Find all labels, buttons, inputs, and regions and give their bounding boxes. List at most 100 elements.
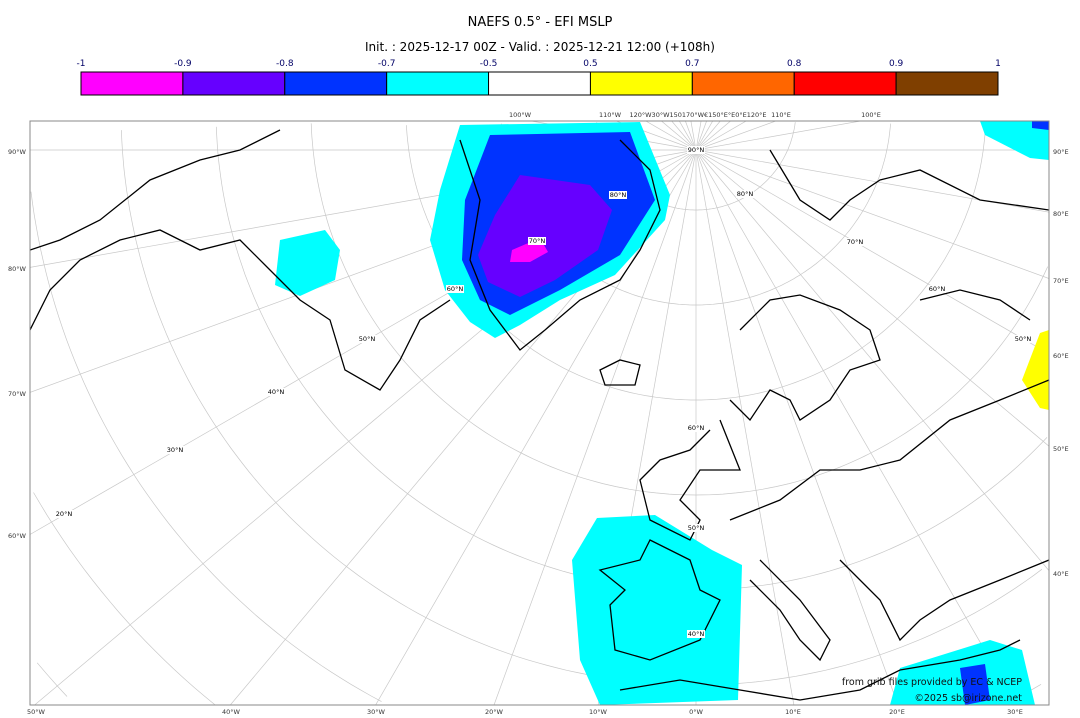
bottom-axis-label: 10°E <box>785 708 801 716</box>
right-axis-label: 70°E <box>1053 277 1069 285</box>
latitude-label: 30°N <box>167 446 184 454</box>
meridian-line <box>695 149 795 705</box>
meridian-line <box>493 149 697 705</box>
colorbar-segment <box>488 71 591 96</box>
latitude-label: 70°N <box>529 237 546 245</box>
right-axis-label: 50°E <box>1053 445 1069 453</box>
colorbar-tick-label: 0.5 <box>583 59 597 69</box>
figure-title: NAEFS 0.5° - EFI MSLP <box>467 15 613 30</box>
meridian-line <box>695 121 776 151</box>
efi-blue-northeast <box>1032 121 1049 130</box>
colorbar-tick-label: 1 <box>995 59 1001 69</box>
right-axis-label: 60°E <box>1053 352 1069 360</box>
colorbar-tick-label: -0.5 <box>480 59 498 69</box>
meridian-line <box>695 121 714 151</box>
latitude-label: 50°N <box>1015 335 1032 343</box>
bottom-axis-label: 30°W <box>367 708 386 716</box>
meridian-line <box>671 121 697 151</box>
meridian-line <box>645 121 697 151</box>
left-axis-label: 90°W <box>8 148 27 156</box>
top-axis-label: 110°W <box>599 111 622 119</box>
latitude-label: 20°N <box>56 510 73 518</box>
colorbar: -1 -0.9 -0.8 -0.7 -0.5 0.5 0.7 0.8 0.9 1 <box>77 59 1001 96</box>
lat-label-bg <box>166 446 184 454</box>
lat-label-bg <box>609 191 627 199</box>
colorbar-segment <box>895 71 999 96</box>
parallel-line <box>121 130 1043 686</box>
parallel-line <box>30 191 382 702</box>
meridian-line <box>695 149 1049 279</box>
parallel-line <box>36 662 68 697</box>
latitude-label: 40°N <box>268 388 285 396</box>
colorbar-tick-label: -0.8 <box>276 59 294 69</box>
latitude-label: 80°N <box>737 190 754 198</box>
lat-label-bg <box>528 237 546 245</box>
efi-purple-greenland <box>478 175 612 297</box>
latitude-label: 80°N <box>610 191 627 199</box>
top-axis-label: 110°E <box>771 111 791 119</box>
parallel-line <box>215 126 1048 591</box>
lat-label-bg <box>687 424 705 432</box>
axis-labels: 90°W 80°W 70°W 60°W 90°E 80°E 70°E 60°E 50°E 40°E… <box>8 111 1069 716</box>
meridian-line <box>685 121 697 151</box>
colorbar-segment <box>691 71 795 96</box>
colorbar-segment <box>589 71 693 96</box>
left-axis-label: 80°W <box>8 265 27 273</box>
lat-label-bg <box>267 388 285 396</box>
meridian-line <box>695 149 1017 705</box>
meridian-line <box>695 121 707 151</box>
efi-cyan-northeast <box>980 121 1049 160</box>
latitude-label: 70°N <box>847 238 864 246</box>
lat-label-bg <box>687 630 705 638</box>
lat-label-bg <box>846 238 864 246</box>
lat-label-bg <box>736 190 754 198</box>
bottom-axis-label: 0°W <box>689 708 703 716</box>
colorbar-segment <box>284 71 388 96</box>
lat-label-bg <box>446 285 464 293</box>
colorbar-tick-label: -0.9 <box>174 59 192 69</box>
efi-yellow-east <box>1022 330 1049 410</box>
meridian-line <box>695 121 721 151</box>
meridian-line <box>661 121 697 151</box>
colorbar-segment <box>386 71 490 96</box>
lat-label-bg <box>687 524 705 532</box>
latitude-label: 90°N <box>688 146 705 154</box>
latitude-label: 50°N <box>359 335 376 343</box>
colorbar-segment <box>182 71 286 96</box>
right-axis-label: 90°E <box>1053 148 1069 156</box>
meridian-line <box>690 121 697 151</box>
meridian-line <box>695 121 731 151</box>
right-axis-label: 40°E <box>1053 570 1069 578</box>
top-axis-label: 100°E <box>861 111 881 119</box>
colorbar-segment <box>80 71 184 96</box>
efi-cyan-hudson <box>275 230 340 296</box>
bottom-axis-label: 30°E <box>1007 708 1023 716</box>
lat-label-bg <box>687 146 705 154</box>
meridian-line <box>695 121 702 151</box>
top-axis-label: 120°W30°W150170°W€150°E°E0°E120°E <box>629 111 766 119</box>
top-axis-label: 100°W <box>509 111 532 119</box>
colorbar-segment <box>793 71 897 96</box>
latitude-label: 60°N <box>447 285 464 293</box>
meridian-line <box>678 121 697 151</box>
colorbar-tick-label: 0.7 <box>685 59 699 69</box>
figure-subtitle: Init. : 2025-12-17 00Z - Valid. : 2025-1… <box>365 40 715 54</box>
efi-cyan-iberia <box>572 515 742 705</box>
right-axis-label: 80°E <box>1053 210 1069 218</box>
colorbar-tick-label: -0.7 <box>378 59 396 69</box>
colorbar-tick-label: -1 <box>77 59 86 69</box>
efi-blue-east-med <box>960 664 990 705</box>
meridian-line <box>695 149 1049 447</box>
meridian-line <box>695 149 1049 355</box>
lat-label-bg <box>1014 335 1032 343</box>
latitude-label: 60°N <box>929 285 946 293</box>
latitude-label: 60°N <box>688 424 705 432</box>
map-frame <box>29 120 1050 706</box>
meridian-line <box>695 121 861 151</box>
lat-label-bg <box>55 510 73 518</box>
meridian-line <box>695 149 899 705</box>
bottom-axis-label: 20°E <box>889 708 905 716</box>
lat-label-bg <box>928 285 946 293</box>
credits-source: from grib files provided by EC & NCEP <box>842 677 1022 688</box>
